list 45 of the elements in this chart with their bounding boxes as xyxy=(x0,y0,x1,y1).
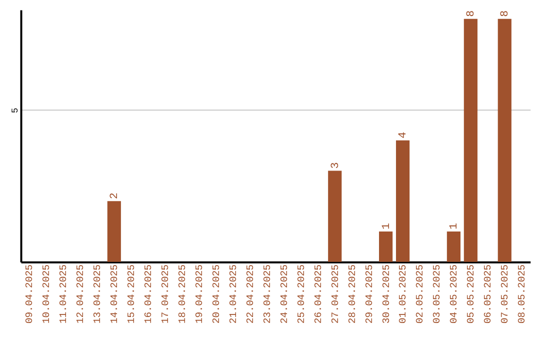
x-tick-label: 08.05.2025 xyxy=(516,264,528,324)
x-tick-label: 09.04.2025 xyxy=(24,264,36,324)
x-tick-label: 10.04.2025 xyxy=(41,264,52,324)
x-tick-label: 18.04.2025 xyxy=(177,264,188,324)
x-tick-label: 03.05.2025 xyxy=(432,264,443,324)
x-tick-label: 20.04.2025 xyxy=(210,264,222,324)
x-tick-label: 14.04.2025 xyxy=(109,264,120,324)
x-tick-label: 21.04.2025 xyxy=(228,264,239,324)
x-tick-label: 27.04.2025 xyxy=(330,264,341,324)
x-tick-label: 06.05.2025 xyxy=(482,264,494,324)
bar xyxy=(107,201,121,262)
x-tick-label: 24.04.2025 xyxy=(278,264,290,324)
bar xyxy=(379,232,393,262)
x-tick-label: 26.04.2025 xyxy=(312,264,324,324)
bar xyxy=(464,18,478,262)
data-label: 8 xyxy=(500,10,512,17)
x-tick-label: 30.04.2025 xyxy=(380,264,392,324)
x-tick-label: 01.05.2025 xyxy=(398,264,409,324)
x-tick-label: 22.04.2025 xyxy=(244,264,256,324)
bar xyxy=(498,18,512,262)
x-tick-label: 07.05.2025 xyxy=(500,264,511,324)
x-tick-label: 28.04.2025 xyxy=(346,264,358,324)
data-label: 2 xyxy=(109,192,122,200)
x-tick-label: 15.04.2025 xyxy=(126,264,138,324)
data-label: 8 xyxy=(466,10,478,17)
x-tick-label: 25.04.2025 xyxy=(296,264,307,324)
x-tick-label: 11.04.2025 xyxy=(58,264,70,324)
data-label: 1 xyxy=(448,223,461,230)
x-tick-label: 19.04.2025 xyxy=(194,264,206,324)
y-tick-label: 5 xyxy=(10,108,20,114)
data-label: 4 xyxy=(398,132,410,138)
x-tick-label: 04.05.2025 xyxy=(448,264,460,324)
bar xyxy=(396,140,410,262)
x-tick-label: 29.04.2025 xyxy=(364,264,375,324)
x-tick-label: 05.05.2025 xyxy=(466,264,477,324)
x-tick-label: 12.04.2025 xyxy=(75,264,86,324)
data-label: 1 xyxy=(380,223,393,230)
bar xyxy=(328,170,342,262)
x-tick-label: 23.04.2025 xyxy=(262,264,273,324)
x-tick-label: 13.04.2025 xyxy=(92,264,104,324)
bar xyxy=(446,232,460,262)
data-label: 3 xyxy=(330,162,342,169)
x-tick-label: 17.04.2025 xyxy=(160,264,172,324)
x-tick-label: 16.04.2025 xyxy=(143,264,154,324)
x-tick-label: 02.05.2025 xyxy=(414,264,426,324)
